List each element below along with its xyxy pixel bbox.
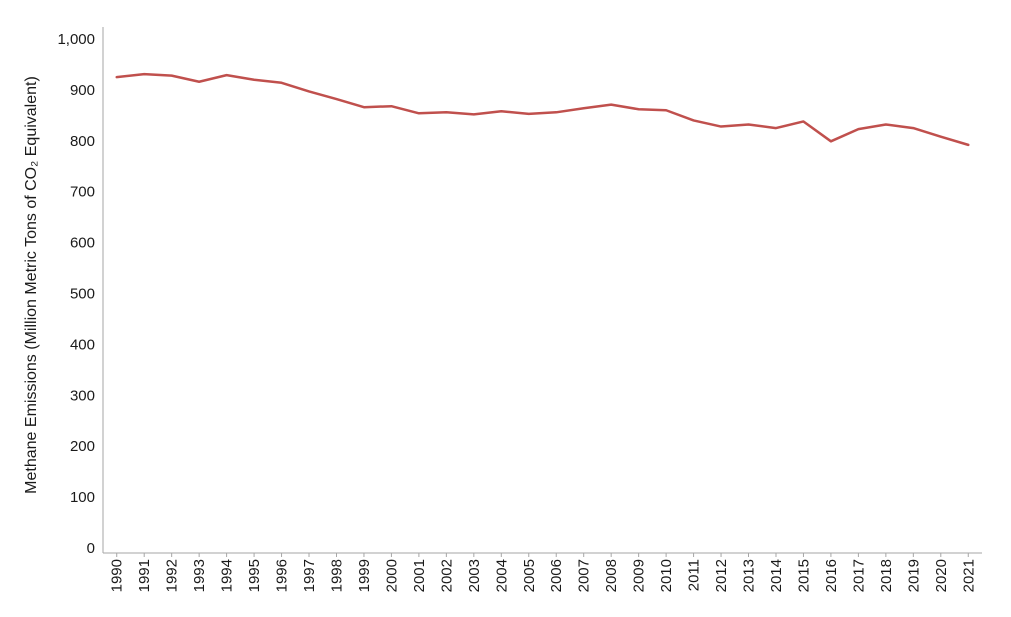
y-tick-label: 700: [70, 184, 95, 201]
x-tick-label: 2008: [603, 559, 620, 592]
x-tick-label: 1990: [109, 559, 126, 592]
x-tick-label: 1997: [301, 559, 318, 592]
x-tick-label: 2013: [741, 559, 758, 592]
x-tick-label: 2002: [438, 559, 455, 592]
y-tick-label: 1,000: [57, 31, 95, 48]
y-tick-label: 200: [70, 438, 95, 455]
x-tick-label: 2011: [686, 559, 703, 591]
x-tick-label: 2017: [850, 559, 867, 592]
x-tick-label: 1995: [246, 559, 263, 592]
x-tick-label: 2000: [383, 559, 400, 592]
x-axis: 1990 1991 1992 1993 1994 1995 1996 1997 1998 1999…: [103, 552, 982, 592]
y-tick-label: 600: [70, 235, 95, 252]
x-tick-label: 2016: [823, 559, 840, 592]
y-tick-label: 100: [70, 489, 95, 506]
x-tick-label: 2005: [521, 559, 538, 592]
x-tick-label: 2015: [795, 559, 812, 592]
series-group: [115, 72, 970, 147]
y-tick-label: 300: [70, 387, 95, 404]
x-tick-label: 2006: [548, 559, 565, 592]
y-tick-label: 800: [70, 133, 95, 150]
y-tick-label: 900: [70, 82, 95, 99]
x-tick-label: 1999: [356, 559, 373, 592]
x-tick-label: 2021: [960, 559, 977, 592]
x-tick-label: 1998: [328, 559, 345, 592]
x-tick-label: 2004: [493, 559, 510, 592]
x-tick-label: 2003: [466, 559, 483, 592]
series-line: [115, 72, 970, 147]
y-axis-label: Methane Emissions (Million Metric Tons o…: [23, 76, 40, 494]
x-tick-label: 1992: [164, 559, 181, 592]
x-tick-label: 2019: [905, 559, 922, 592]
x-tick-label: 1994: [219, 559, 236, 592]
x-tick-label: 2020: [933, 559, 950, 592]
x-tick-label: 1991: [136, 559, 153, 592]
x-tick-label: 2010: [658, 559, 675, 592]
x-tick-label: 1996: [274, 559, 291, 592]
x-tick-label: 2018: [878, 559, 895, 592]
x-tick-label: 2014: [768, 559, 785, 592]
y-tick-label: 400: [70, 336, 95, 353]
x-tick-label: 2007: [576, 559, 593, 592]
x-tick-label: 2009: [631, 559, 648, 592]
x-tick-label: 2012: [713, 559, 730, 592]
x-tick-label: 1993: [191, 559, 208, 592]
y-tick-label: 500: [70, 286, 95, 303]
y-tick-label: 0: [87, 540, 95, 557]
x-tick-label: 2001: [411, 559, 428, 592]
y-axis: 0 100 200 300 400 500 600 700 800 900 1,000: [57, 27, 104, 557]
